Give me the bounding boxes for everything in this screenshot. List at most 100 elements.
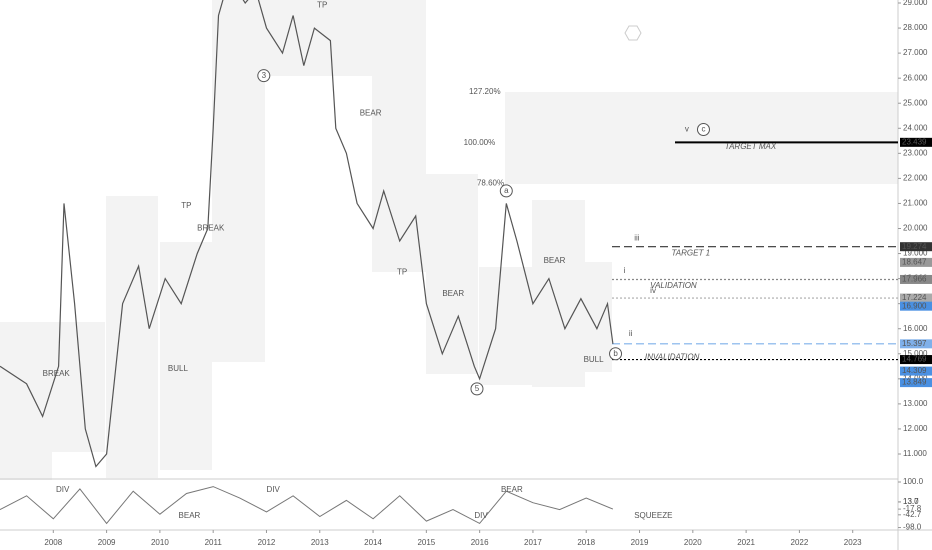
x-tick-label: 2018: [577, 538, 595, 547]
annotation: TP: [181, 201, 191, 210]
y-tick-label: 16.000: [903, 324, 928, 333]
price-badge-label: 17.966: [902, 275, 927, 284]
annotation: BREAK: [43, 369, 71, 378]
annotation: ii: [629, 329, 633, 338]
zones: [0, 0, 898, 480]
x-tick-label: 2008: [44, 538, 62, 547]
x-tick-label: 2022: [791, 538, 809, 547]
osc-tick-label: 13.0: [903, 497, 919, 506]
annotation: b: [613, 349, 618, 358]
annotation: TP: [397, 267, 407, 276]
wave-circle: [499, 184, 513, 198]
price-badge-label: 14.309: [902, 366, 927, 375]
price-badge: [900, 355, 932, 365]
price-badge-label: 23.439: [902, 137, 927, 146]
annotation: BULL: [584, 355, 605, 364]
annotation: 127.20%: [469, 87, 501, 96]
x-tick-label: 2012: [258, 538, 276, 547]
y-tick-label: 11.000: [903, 449, 927, 458]
annotation: c: [701, 125, 705, 134]
osc-tick-label: -42.7: [903, 510, 922, 519]
annotation: 5: [475, 384, 480, 393]
annotation: a: [504, 186, 509, 195]
osc-tick-label: 100.0: [903, 477, 924, 486]
x-tick-label: 2019: [631, 538, 649, 547]
y-tick-label: 12.000: [903, 424, 928, 433]
price-badge: [900, 293, 932, 303]
x-tick-label: 2013: [311, 538, 329, 547]
osc-tick-label: -98.0: [903, 523, 922, 532]
x-tick-label: 2014: [364, 538, 382, 547]
y-tick-label: 21.000: [903, 199, 928, 208]
y-tick-label: 25.000: [903, 98, 928, 107]
price-badge: [900, 339, 932, 349]
annotation: TARGET MAX: [725, 142, 777, 151]
price-badge: [900, 274, 932, 284]
oscillator-line: [0, 486, 614, 525]
x-tick-label: 2021: [737, 538, 755, 547]
x-tick-label: 2016: [471, 538, 489, 547]
annotation: BREAK: [197, 224, 225, 233]
annotation: 100.00%: [464, 138, 496, 147]
wave-circle: [257, 69, 271, 83]
wave-circle: [696, 123, 710, 137]
x-tick-label: 2023: [844, 538, 862, 547]
osc-label: DIV: [266, 485, 280, 494]
y-tick-label: 26.000: [903, 73, 928, 82]
x-tick-label: 2010: [151, 538, 169, 547]
logo: [624, 25, 642, 41]
y-tick-label: 27.000: [903, 48, 928, 57]
price-badge: [900, 137, 932, 147]
price-badge-label: 19.274: [902, 242, 927, 251]
annotation: BEAR: [442, 289, 464, 298]
wave-circle: [609, 347, 623, 361]
annotation: 78.60%: [477, 179, 504, 188]
price-badge-label: 15.397: [902, 339, 927, 348]
y-tick-label: 24.000: [903, 123, 928, 132]
price-badge: [900, 366, 932, 376]
annotation: 3: [262, 71, 267, 80]
annotation: BULL: [168, 364, 189, 373]
y-tick-label: 28.000: [903, 23, 928, 32]
annotation: iv: [650, 286, 656, 295]
price-badge-label: 13.849: [902, 378, 927, 387]
price-badge-label: 16.900: [902, 301, 927, 310]
osc-tick-label: 13.7: [903, 497, 919, 506]
y-tick-label: 20.000: [903, 224, 928, 233]
osc-tick-label: -17.8: [903, 504, 922, 513]
annotation: TP: [317, 1, 327, 10]
osc-label: SQUEEZE: [634, 511, 672, 520]
x-tick-label: 2015: [417, 538, 435, 547]
annotation: VALIDATION: [650, 281, 697, 290]
annotation: v: [685, 125, 689, 134]
x-tick-label: 2020: [684, 538, 702, 547]
y-tick-label: 22.000: [903, 173, 928, 182]
annotation: TARGET 1: [672, 249, 711, 258]
y-tick-label: 15.000: [903, 349, 928, 358]
price-badge-label: 18.647: [902, 258, 927, 267]
y-tick-label: 13.000: [903, 399, 928, 408]
annotation: i: [624, 266, 626, 275]
osc-label: BEAR: [501, 485, 523, 494]
osc-label: BEAR: [179, 511, 201, 520]
price-badge: [900, 378, 932, 388]
price-badge: [900, 301, 932, 311]
osc-label: DIV: [56, 485, 70, 494]
x-tick-label: 2011: [205, 538, 223, 547]
price-badge: [900, 242, 932, 252]
x-tick-label: 2017: [524, 538, 542, 547]
price-badge: [900, 257, 932, 267]
x-tick-label: 2009: [98, 538, 116, 547]
annotation: BEAR: [544, 256, 566, 265]
annotation: INVALIDATION: [645, 353, 700, 362]
annotation: iii: [634, 234, 640, 243]
price-line: [0, 0, 614, 468]
price-badge-label: 17.224: [902, 293, 927, 302]
wave-circle: [470, 382, 484, 396]
price-badge-label: 14.769: [902, 355, 927, 364]
annotation: BEAR: [360, 108, 382, 117]
y-tick-label: 19.000: [903, 249, 928, 258]
y-tick-label: 29.000: [903, 0, 928, 7]
y-tick-label: 23.000: [903, 148, 928, 157]
